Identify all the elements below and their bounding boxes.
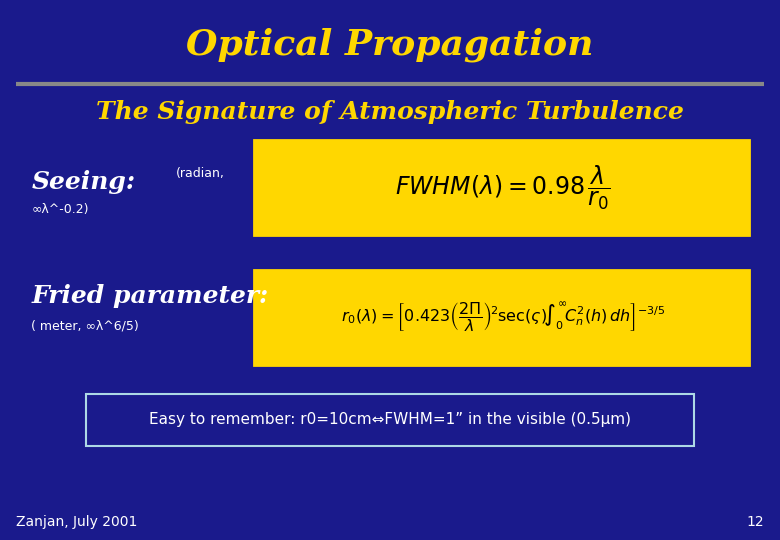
Text: Easy to remember: r0=10cm⇔FWHM=1” in the visible (0.5μm): Easy to remember: r0=10cm⇔FWHM=1” in the… bbox=[149, 412, 631, 427]
Text: (radian,: (radian, bbox=[176, 167, 225, 180]
Text: Seeing:: Seeing: bbox=[31, 170, 135, 194]
Text: The Signature of Atmospheric Turbulence: The Signature of Atmospheric Turbulence bbox=[96, 100, 684, 124]
Text: Zanjan, July 2001: Zanjan, July 2001 bbox=[16, 515, 137, 529]
Text: Fried parameter:: Fried parameter: bbox=[31, 284, 268, 307]
Text: ( meter, ∞λ^6/5): ( meter, ∞λ^6/5) bbox=[31, 320, 139, 333]
Text: $FWHM(\lambda) = 0.98\,\dfrac{\lambda}{r_0}$: $FWHM(\lambda) = 0.98\,\dfrac{\lambda}{r… bbox=[395, 163, 611, 212]
Text: $r_0(\lambda) = \left[ 0.423 \left(\dfrac{2\Pi}{\lambda}\right)^{\!2} \sec(\vars: $r_0(\lambda) = \left[ 0.423 \left(\dfra… bbox=[341, 300, 665, 334]
Text: Optical Propagation: Optical Propagation bbox=[186, 27, 594, 62]
FancyBboxPatch shape bbox=[254, 270, 749, 364]
Text: 12: 12 bbox=[746, 515, 764, 529]
FancyBboxPatch shape bbox=[254, 140, 749, 235]
FancyBboxPatch shape bbox=[86, 394, 694, 446]
Text: ∞λ^-0.2): ∞λ^-0.2) bbox=[31, 202, 89, 215]
